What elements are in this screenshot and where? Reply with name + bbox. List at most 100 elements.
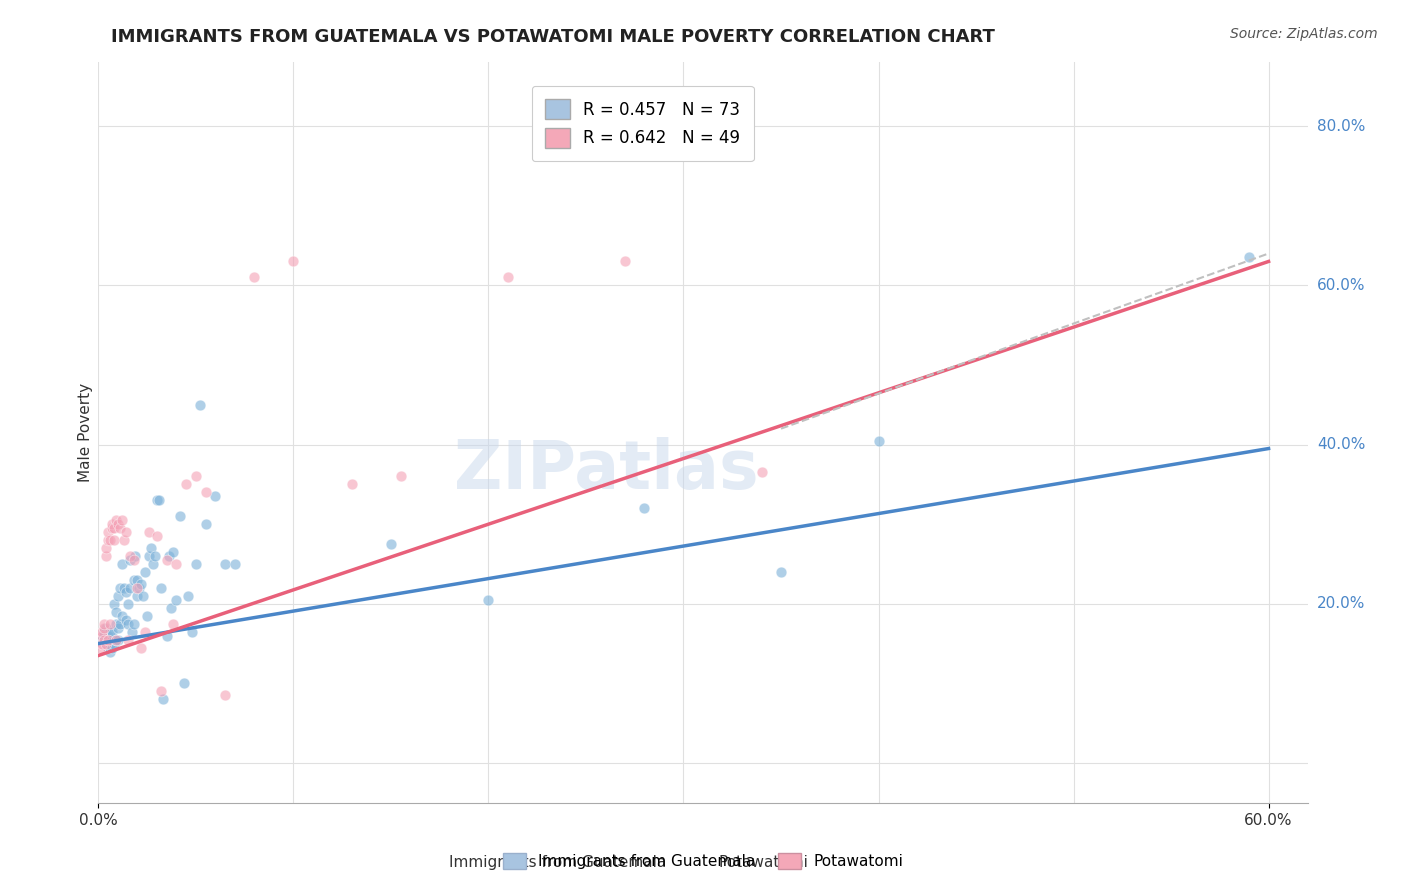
Point [101, 521, 124, 535]
Point [112, 581, 135, 595]
Point [121, 624, 143, 639]
Point [868, 434, 890, 448]
Point [117, 616, 139, 631]
Point [127, 589, 149, 603]
Point [124, 549, 146, 563]
Point [138, 525, 160, 540]
Point [93, 629, 115, 643]
Point [111, 557, 134, 571]
Point [89, 640, 111, 655]
Text: IMMIGRANTS FROM GUATEMALA VS POTAWATOMI MALE POVERTY CORRELATION CHART: IMMIGRANTS FROM GUATEMALA VS POTAWATOMI … [111, 28, 994, 45]
Point [96, 621, 118, 635]
Text: Source: ZipAtlas.com: Source: ZipAtlas.com [1230, 27, 1378, 41]
Point [184, 469, 207, 483]
Point [103, 597, 125, 611]
Point [243, 270, 266, 285]
Point [103, 533, 125, 547]
Point [98, 637, 121, 651]
Point [91, 624, 114, 639]
Point [127, 573, 149, 587]
Text: ZIPatlas: ZIPatlas [454, 437, 759, 502]
Text: Immigrants from Guatemala: Immigrants from Guatemala [450, 855, 666, 870]
Point [108, 581, 131, 595]
Point [96, 637, 118, 651]
Point [204, 489, 226, 503]
Point [104, 632, 127, 647]
Point [91, 629, 114, 643]
Point [108, 616, 131, 631]
Point [97, 640, 120, 655]
Point [165, 592, 187, 607]
Point [97, 632, 120, 647]
Point [114, 613, 136, 627]
Point [96, 549, 118, 563]
Point [173, 676, 195, 690]
Point [117, 632, 139, 647]
Point [122, 573, 145, 587]
Point [477, 592, 499, 607]
Point [134, 624, 156, 639]
Point [214, 557, 236, 571]
Text: 40.0%: 40.0% [1317, 437, 1365, 452]
Point [149, 581, 172, 595]
Point [184, 557, 207, 571]
Point [93, 616, 115, 631]
Text: Potawatomi: Potawatomi [718, 855, 808, 870]
Point [117, 597, 139, 611]
Point [104, 632, 127, 647]
Point [103, 521, 125, 535]
Point [146, 493, 169, 508]
Point [91, 632, 114, 647]
Point [283, 254, 305, 268]
Point [104, 616, 127, 631]
Text: 80.0%: 80.0% [1317, 119, 1365, 134]
Text: 20.0%: 20.0% [1317, 596, 1365, 611]
Point [165, 557, 187, 571]
Legend: R = 0.457   N = 73, R = 0.642   N = 49: R = 0.457 N = 73, R = 0.642 N = 49 [531, 86, 754, 161]
Point [148, 493, 170, 508]
Point [181, 624, 204, 639]
Point [108, 521, 131, 535]
Point [138, 549, 160, 563]
Point [97, 533, 120, 547]
Point [96, 541, 118, 555]
Point [98, 624, 121, 639]
Point [114, 584, 136, 599]
Point [142, 557, 165, 571]
Point [389, 469, 412, 483]
Point [157, 549, 180, 563]
Point [156, 629, 179, 643]
Point [131, 577, 153, 591]
Point [769, 565, 792, 579]
Point [93, 621, 115, 635]
Point [107, 621, 129, 635]
Point [156, 553, 179, 567]
Point [162, 545, 184, 559]
Point [98, 616, 121, 631]
Point [131, 640, 153, 655]
Point [380, 537, 402, 551]
Point [127, 581, 149, 595]
Point [177, 589, 200, 603]
Point [194, 517, 217, 532]
Point [169, 509, 191, 524]
Point [104, 605, 127, 619]
Text: 60.0%: 60.0% [1317, 277, 1365, 293]
Legend: Immigrants from Guatemala, Potawatomi: Immigrants from Guatemala, Potawatomi [496, 847, 910, 875]
Point [340, 477, 363, 491]
Point [139, 541, 162, 555]
Point [224, 557, 246, 571]
Point [107, 632, 129, 647]
Point [98, 533, 121, 547]
Point [97, 525, 120, 540]
Point [98, 644, 121, 658]
Point [101, 517, 124, 532]
Point [188, 398, 211, 412]
Point [174, 477, 197, 491]
Point [143, 549, 166, 563]
Point [114, 525, 136, 540]
Point [162, 616, 184, 631]
Point [97, 629, 120, 643]
Point [1237, 251, 1260, 265]
Point [214, 689, 236, 703]
